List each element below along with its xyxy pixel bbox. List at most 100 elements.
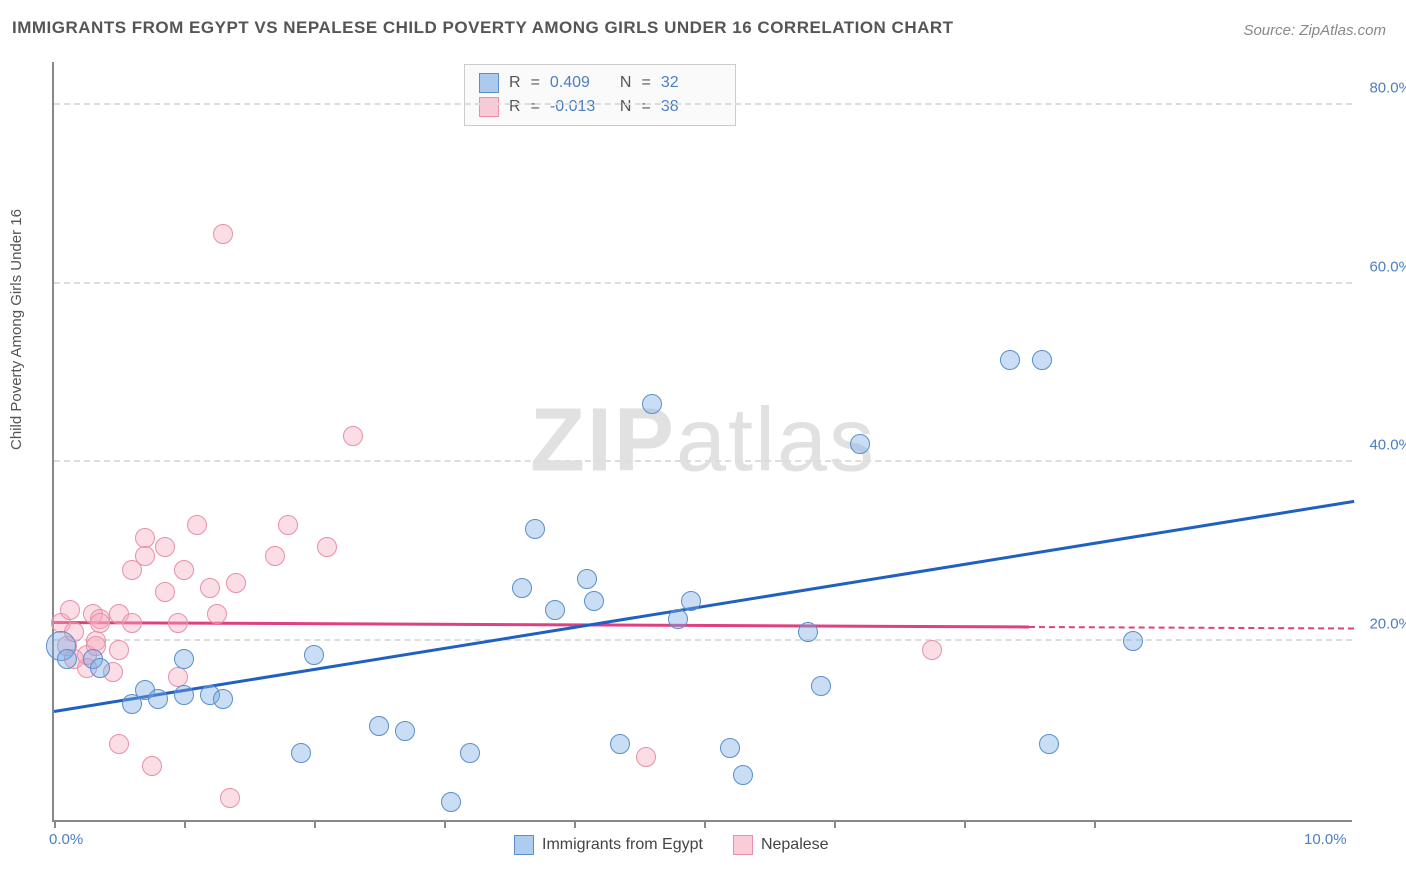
data-point-blue — [57, 649, 77, 669]
data-point-blue — [1032, 350, 1052, 370]
data-point-blue — [460, 743, 480, 763]
x-tick — [184, 820, 186, 828]
data-point-pink — [213, 224, 233, 244]
data-point-pink — [155, 537, 175, 557]
swatch-pink-icon — [479, 97, 499, 117]
trend-dash-pink — [1029, 626, 1354, 629]
data-point-blue — [90, 658, 110, 678]
eq-label: = — [531, 74, 540, 92]
data-point-pink — [317, 537, 337, 557]
pink-n-value: 38 — [661, 98, 721, 116]
data-point-pink — [155, 582, 175, 602]
data-point-blue — [850, 434, 870, 454]
data-point-blue — [1000, 350, 1020, 370]
legend-swatch-pink-icon — [733, 835, 753, 855]
data-point-blue — [148, 689, 168, 709]
x-tick — [574, 820, 576, 828]
data-point-pink — [135, 546, 155, 566]
data-point-blue — [1039, 734, 1059, 754]
trend-line-blue — [54, 500, 1354, 713]
data-point-blue — [681, 591, 701, 611]
x-tick — [964, 820, 966, 828]
x-tick — [444, 820, 446, 828]
eq-label4: = — [641, 98, 650, 116]
watermark: ZIPatlas — [530, 390, 876, 493]
y-axis-label: Child Poverty Among Girls Under 16 — [8, 209, 25, 450]
eq-label3: = — [531, 98, 540, 116]
x-tick-label: 0.0% — [49, 831, 83, 848]
data-point-blue — [577, 569, 597, 589]
source-label: Source: ZipAtlas.com — [1243, 22, 1386, 39]
gridline — [54, 460, 1352, 462]
n-label: N — [620, 74, 632, 92]
legend-row-pink: R = -0.013 N = 38 — [479, 95, 721, 119]
swatch-blue-icon — [479, 73, 499, 93]
data-point-blue — [512, 578, 532, 598]
data-point-pink — [109, 640, 129, 660]
data-point-blue — [369, 716, 389, 736]
data-point-pink — [200, 578, 220, 598]
plot-area: ZIPatlas R = 0.409 N = 32 R = -0.013 N =… — [52, 62, 1352, 822]
x-tick — [54, 820, 56, 828]
data-point-blue — [545, 600, 565, 620]
x-tick — [704, 820, 706, 828]
chart-title: IMMIGRANTS FROM EGYPT VS NEPALESE CHILD … — [12, 18, 954, 38]
data-point-pink — [343, 426, 363, 446]
r-label: R — [509, 74, 521, 92]
gridline — [54, 103, 1352, 105]
data-point-blue — [668, 609, 688, 629]
legend-item-pink: Nepalese — [733, 835, 829, 855]
data-point-blue — [441, 792, 461, 812]
legend-item-blue: Immigrants from Egypt — [514, 835, 703, 855]
data-point-pink — [207, 604, 227, 624]
pink-r-value: -0.013 — [550, 98, 610, 116]
data-point-blue — [525, 519, 545, 539]
data-point-blue — [798, 622, 818, 642]
legend-stats: R = 0.409 N = 32 R = -0.013 N = 38 — [464, 64, 736, 126]
data-point-pink — [226, 573, 246, 593]
x-tick — [314, 820, 316, 828]
legend-pink-label: Nepalese — [761, 836, 829, 854]
data-point-pink — [265, 546, 285, 566]
data-point-pink — [90, 613, 110, 633]
blue-n-value: 32 — [661, 74, 721, 92]
legend-swatch-blue-icon — [514, 835, 534, 855]
data-point-pink — [122, 613, 142, 633]
data-point-blue — [642, 394, 662, 414]
data-point-pink — [174, 560, 194, 580]
chart-container: IMMIGRANTS FROM EGYPT VS NEPALESE CHILD … — [0, 0, 1406, 892]
data-point-blue — [610, 734, 630, 754]
data-point-blue — [811, 676, 831, 696]
legend-row-blue: R = 0.409 N = 32 — [479, 71, 721, 95]
data-point-blue — [395, 721, 415, 741]
gridline — [54, 282, 1352, 284]
data-point-pink — [60, 600, 80, 620]
data-point-blue — [584, 591, 604, 611]
legend-series: Immigrants from Egypt Nepalese — [514, 835, 829, 855]
data-point-blue — [720, 738, 740, 758]
r-label2: R — [509, 98, 521, 116]
data-point-pink — [278, 515, 298, 535]
data-point-pink — [220, 788, 240, 808]
x-tick — [834, 820, 836, 828]
data-point-pink — [922, 640, 942, 660]
data-point-pink — [636, 747, 656, 767]
watermark-light: atlas — [676, 391, 876, 491]
data-point-pink — [187, 515, 207, 535]
gridline — [54, 639, 1352, 641]
x-tick — [1094, 820, 1096, 828]
y-tick-label: 60.0% — [1369, 258, 1406, 275]
data-point-blue — [304, 645, 324, 665]
n-label2: N — [620, 98, 632, 116]
blue-r-value: 0.409 — [550, 74, 610, 92]
data-point-blue — [1123, 631, 1143, 651]
data-point-pink — [168, 613, 188, 633]
data-point-pink — [109, 734, 129, 754]
data-point-blue — [174, 685, 194, 705]
trend-line-pink — [54, 621, 1029, 628]
y-tick-label: 40.0% — [1369, 437, 1406, 454]
x-tick-label: 10.0% — [1304, 831, 1347, 848]
y-tick-label: 20.0% — [1369, 616, 1406, 633]
eq-label2: = — [641, 74, 650, 92]
data-point-blue — [291, 743, 311, 763]
